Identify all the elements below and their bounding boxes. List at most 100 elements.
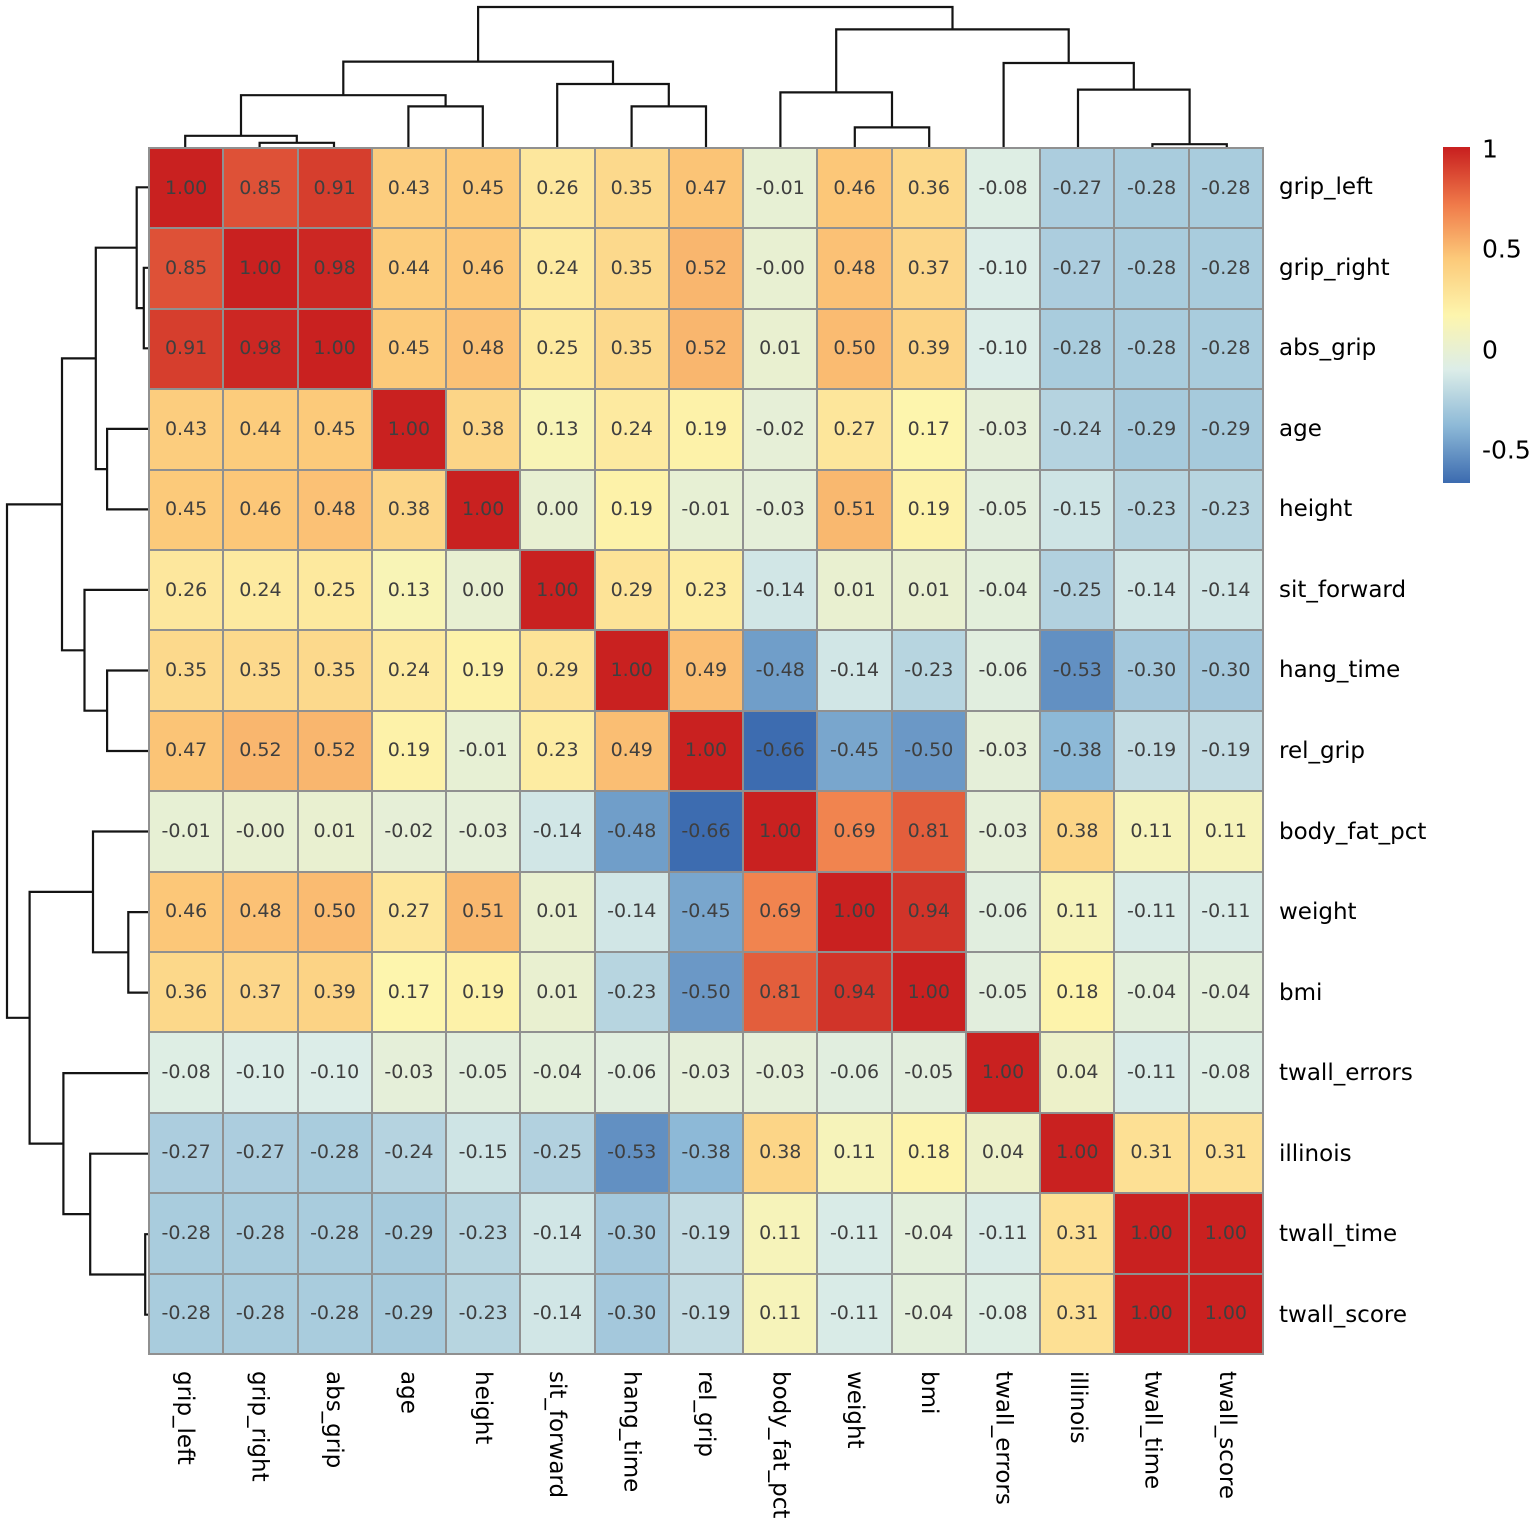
heatmap-cell: -0.27 bbox=[1041, 229, 1114, 308]
column-dendrogram bbox=[184, 5, 1228, 147]
heatmap-cell: 0.38 bbox=[447, 390, 520, 469]
heatmap-cell: -0.14 bbox=[521, 1274, 594, 1353]
heatmap-cell: 0.52 bbox=[224, 711, 297, 791]
heatmap-cell: 0.47 bbox=[150, 711, 223, 791]
heatmap-cell: 0.98 bbox=[224, 309, 297, 389]
heatmap-cell: 0.11 bbox=[1189, 792, 1262, 871]
heatmap-cell: 0.31 bbox=[1115, 1113, 1188, 1193]
heatmap-cell: -0.01 bbox=[447, 711, 520, 791]
heatmap-cell: 0.85 bbox=[150, 229, 223, 308]
heatmap-cell: 1.00 bbox=[892, 953, 965, 1032]
heatmap-cell: 1.00 bbox=[521, 551, 594, 630]
heatmap-cell: 0.44 bbox=[224, 390, 297, 469]
heatmap-cell: 0.13 bbox=[372, 551, 446, 630]
heatmap-cell: 0.35 bbox=[595, 309, 668, 389]
heatmap-cell: -0.10 bbox=[966, 309, 1040, 389]
heatmap-cell: 0.69 bbox=[744, 872, 817, 951]
row-dendrogram bbox=[5, 186, 148, 1316]
heatmap-cell: -0.23 bbox=[1115, 470, 1188, 549]
heatmap-cell: 1.00 bbox=[298, 309, 371, 389]
heatmap-cell: -0.08 bbox=[150, 1033, 223, 1112]
heatmap-cell: 0.39 bbox=[298, 953, 371, 1032]
heatmap-cell: 0.46 bbox=[447, 229, 520, 308]
heatmap-cell: -0.04 bbox=[892, 1274, 965, 1353]
heatmap-cell: 0.23 bbox=[669, 551, 743, 630]
heatmap-cell: 1.00 bbox=[1115, 1274, 1188, 1353]
column-label: bmi bbox=[916, 1371, 943, 1415]
heatmap-cell: 0.24 bbox=[224, 551, 297, 630]
heatmap-cell: 0.81 bbox=[892, 792, 965, 871]
heatmap-cell: -0.03 bbox=[744, 470, 817, 549]
heatmap-cell: -0.11 bbox=[966, 1194, 1040, 1273]
heatmap-cell: -0.11 bbox=[818, 1274, 891, 1353]
heatmap-cell: -0.03 bbox=[744, 1033, 817, 1112]
heatmap-cell: 0.04 bbox=[966, 1113, 1040, 1193]
heatmap-cell: -0.30 bbox=[1189, 631, 1262, 710]
column-labels: grip_left grip_right abs_grip age height sit_… bbox=[148, 1371, 1264, 1536]
column-label: sit_forward bbox=[544, 1371, 571, 1499]
heatmap-cell: 0.13 bbox=[521, 390, 594, 469]
heatmap-cell: 0.11 bbox=[744, 1194, 817, 1273]
heatmap-cell: -0.08 bbox=[966, 149, 1040, 228]
heatmap-cell: -0.28 bbox=[224, 1194, 297, 1273]
row-label: hang_time bbox=[1279, 657, 1401, 684]
heatmap-cell: -0.06 bbox=[818, 1033, 891, 1112]
heatmap-cell: 1.00 bbox=[1041, 1113, 1114, 1193]
heatmap-cell: 0.19 bbox=[447, 953, 520, 1032]
heatmap-cell: 0.01 bbox=[521, 872, 594, 951]
heatmap-cell: 0.19 bbox=[447, 631, 520, 710]
heatmap-cell: 0.01 bbox=[744, 309, 817, 389]
heatmap-cell: 0.23 bbox=[521, 711, 594, 791]
heatmap-cell: 0.38 bbox=[744, 1113, 817, 1193]
heatmap-cell: 0.85 bbox=[224, 149, 297, 228]
heatmap-cell: -0.50 bbox=[892, 711, 965, 791]
column-label: twall_errors bbox=[990, 1371, 1017, 1505]
heatmap-cell: -0.04 bbox=[966, 551, 1040, 630]
heatmap-cell: -0.04 bbox=[1115, 953, 1188, 1032]
heatmap-cell: 0.46 bbox=[150, 872, 223, 951]
heatmap-cell: -0.03 bbox=[966, 390, 1040, 469]
heatmap-cell: -0.06 bbox=[966, 872, 1040, 951]
column-label: grip_left bbox=[172, 1371, 199, 1465]
heatmap-cell: 0.19 bbox=[595, 470, 668, 549]
heatmap-cell: -0.29 bbox=[1115, 390, 1188, 469]
heatmap-cell: -0.10 bbox=[298, 1033, 371, 1112]
heatmap-cell: 1.00 bbox=[595, 631, 668, 710]
heatmap-cell: 0.37 bbox=[892, 229, 965, 308]
heatmap-cell: -0.03 bbox=[669, 1033, 743, 1112]
heatmap-cell: 0.51 bbox=[447, 872, 520, 951]
heatmap-cell: 0.35 bbox=[595, 229, 668, 308]
heatmap-cell: -0.38 bbox=[669, 1113, 743, 1193]
heatmap-cell: -0.14 bbox=[521, 1194, 594, 1273]
heatmap-cell: 0.19 bbox=[892, 470, 965, 549]
heatmap-cell: 0.91 bbox=[150, 309, 223, 389]
heatmap-cell: 0.94 bbox=[892, 872, 965, 951]
heatmap-cell: -0.29 bbox=[372, 1274, 446, 1353]
heatmap-cell: 0.48 bbox=[224, 872, 297, 951]
heatmap-cell: -0.19 bbox=[669, 1274, 743, 1353]
heatmap-cell: 0.35 bbox=[150, 631, 223, 710]
row-label: age bbox=[1279, 415, 1322, 442]
row-label: bmi bbox=[1279, 979, 1323, 1006]
heatmap-cell: -0.14 bbox=[744, 551, 817, 630]
heatmap-cell: -0.30 bbox=[595, 1274, 668, 1353]
heatmap-cell: 0.45 bbox=[150, 470, 223, 549]
colorbar bbox=[1443, 147, 1470, 483]
heatmap-cell: 0.98 bbox=[298, 229, 371, 308]
heatmap-cell: 0.31 bbox=[1041, 1274, 1114, 1353]
heatmap-cell: 1.00 bbox=[669, 711, 743, 791]
heatmap-cell: 0.52 bbox=[669, 229, 743, 308]
heatmap-cell: -0.04 bbox=[892, 1194, 965, 1273]
heatmap-cell: 0.69 bbox=[818, 792, 891, 871]
heatmap-cell: 0.24 bbox=[372, 631, 446, 710]
heatmap-cell: -0.23 bbox=[892, 631, 965, 710]
heatmap-cell: -0.11 bbox=[1115, 872, 1188, 951]
heatmap-cell: -0.14 bbox=[818, 631, 891, 710]
heatmap-cell: 0.46 bbox=[818, 149, 891, 228]
column-dendrogram-lines bbox=[184, 5, 1228, 147]
heatmap-cell: -0.04 bbox=[1189, 953, 1262, 1032]
heatmap-cell: 0.43 bbox=[372, 149, 446, 228]
heatmap-cell: -0.03 bbox=[447, 792, 520, 871]
heatmap-cell: 0.11 bbox=[1115, 792, 1188, 871]
heatmap-cell: 0.51 bbox=[818, 470, 891, 549]
